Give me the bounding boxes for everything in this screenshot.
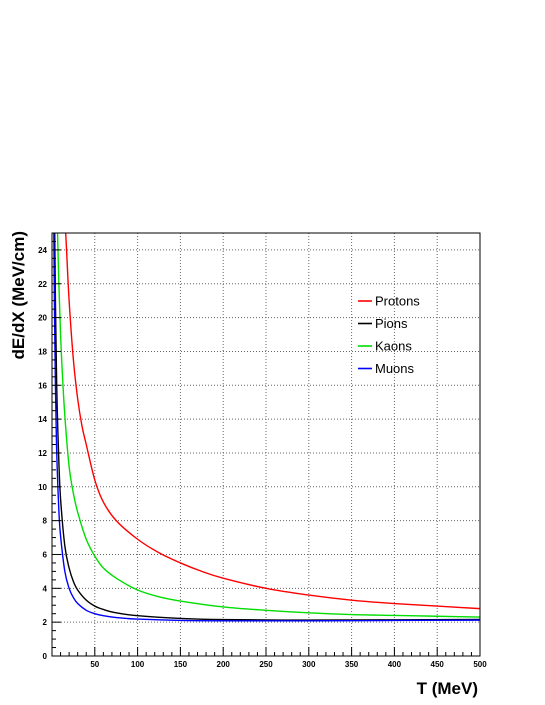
x-tick-label: 500 <box>473 660 487 669</box>
legend-label: Kaons <box>375 339 412 354</box>
axis-ticks <box>52 240 481 657</box>
y-tick-label: 22 <box>38 280 47 289</box>
series-line-pions <box>54 233 480 621</box>
y-tick-label: 20 <box>38 314 47 323</box>
legend-label: Muons <box>375 361 415 376</box>
y-tick-label: 2 <box>43 618 48 627</box>
y-tick-label: 16 <box>38 381 47 390</box>
y-tick-label: 0 <box>43 652 48 661</box>
series-line-muons <box>53 233 480 622</box>
y-tick-label: 18 <box>38 347 47 356</box>
y-axis-title: dE/dX (MeV/cm) <box>9 231 28 359</box>
legend-entry-kaons: Kaons <box>358 339 412 354</box>
y-tick-label: 6 <box>43 550 48 559</box>
x-tick-label: 50 <box>90 660 99 669</box>
legend-label: Pions <box>375 316 408 331</box>
x-tick-label: 450 <box>431 660 445 669</box>
legend-entry-pions: Pions <box>358 316 408 331</box>
legend-entry-muons: Muons <box>358 361 415 376</box>
legend: Protons Pions Kaons Muons <box>358 294 420 376</box>
x-tick-label: 350 <box>345 660 359 669</box>
x-tick-label: 300 <box>302 660 316 669</box>
legend-entry-protons: Protons <box>358 294 420 309</box>
x-tick-label: 250 <box>259 660 273 669</box>
x-tick-label: 100 <box>131 660 145 669</box>
y-tick-label: 8 <box>43 517 48 526</box>
y-tick-label: 24 <box>38 246 47 255</box>
legend-label: Protons <box>375 294 420 309</box>
series-line-kaons <box>56 233 480 618</box>
series-lines <box>53 233 480 622</box>
y-tick-label: 12 <box>38 449 47 458</box>
y-tick-label: 10 <box>38 483 47 492</box>
series-line-protons <box>64 233 480 610</box>
x-tick-label: 150 <box>174 660 188 669</box>
x-tick-label: 400 <box>388 660 402 669</box>
tick-labels: 50 100 150 200 250 300 350 400 450 50002468101214… <box>38 246 487 669</box>
x-tick-label: 200 <box>217 660 231 669</box>
y-tick-label: 4 <box>43 584 48 593</box>
x-axis-title: T (MeV) <box>417 679 478 698</box>
y-tick-label: 14 <box>38 415 47 424</box>
